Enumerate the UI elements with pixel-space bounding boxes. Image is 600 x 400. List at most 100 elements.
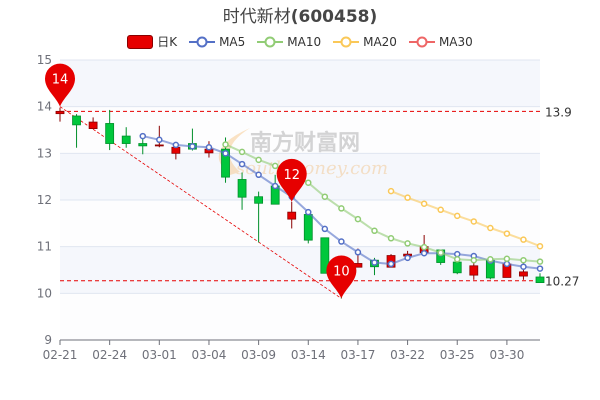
- candle: [287, 201, 297, 229]
- candle: [386, 254, 396, 268]
- watermark-en: southmoney.com: [236, 158, 388, 179]
- trend-line: [59, 106, 342, 299]
- ma-point: [470, 218, 478, 225]
- candle: [138, 138, 148, 155]
- candle-body: [287, 211, 297, 220]
- candle-body: [353, 263, 363, 268]
- candle-body: [171, 146, 181, 154]
- y-tick-label: 9: [44, 333, 52, 347]
- candle: [485, 259, 495, 280]
- grid-band: [60, 153, 540, 200]
- candle-body: [436, 249, 446, 263]
- reference-line-label: 10.27: [545, 275, 579, 289]
- stock-code: (600458): [290, 7, 378, 27]
- ma-point: [271, 162, 279, 170]
- price-marker: 10: [326, 255, 357, 299]
- ma-point: [305, 208, 312, 216]
- x-tick-label: 03-30: [489, 348, 524, 362]
- ma-point: [453, 250, 461, 258]
- candle-body: [154, 144, 164, 147]
- candle-legend-icon: [127, 34, 154, 49]
- x-tick-label: 03-25: [440, 348, 475, 362]
- candle: [419, 235, 429, 255]
- legend-item-ma20[interactable]: MA20: [333, 35, 397, 49]
- ma-point: [139, 132, 147, 140]
- ma-point: [238, 160, 246, 168]
- x-tick-label: 03-09: [241, 348, 276, 362]
- ma-point: [520, 236, 527, 243]
- legend-item-ma10[interactable]: MA10: [257, 35, 321, 49]
- candle-body: [204, 148, 214, 154]
- ma-line-ma10: [225, 143, 541, 263]
- candle: [121, 127, 131, 148]
- ma-point: [420, 200, 428, 207]
- candle: [469, 260, 479, 280]
- candle-body: [419, 246, 429, 254]
- candle-body: [188, 143, 197, 150]
- ma-point: [305, 179, 312, 186]
- ma-point: [189, 143, 196, 150]
- ma-point: [420, 249, 428, 257]
- ma-point: [487, 224, 494, 232]
- ma-point: [354, 249, 362, 256]
- candle-body: [469, 265, 479, 276]
- legend-item-ma30[interactable]: MA30: [408, 34, 473, 49]
- candle-body: [386, 255, 396, 268]
- ma-point: [520, 256, 527, 264]
- candle: [254, 191, 264, 243]
- candle: [403, 250, 412, 261]
- ma-point: [503, 260, 511, 268]
- candle: [221, 137, 230, 183]
- candle-body: [221, 148, 230, 178]
- candle: [452, 261, 462, 275]
- ma-point: [387, 235, 395, 242]
- ma-point: [470, 252, 478, 260]
- legend-label: MA20: [363, 34, 397, 49]
- y-tick-label: 13: [37, 146, 52, 160]
- candle-body: [485, 259, 495, 279]
- y-tick-label: 11: [37, 240, 52, 254]
- candle-body: [237, 179, 247, 198]
- ma-point: [387, 187, 395, 195]
- candle: [188, 128, 197, 151]
- line-legend-icon: [257, 36, 284, 47]
- ma-point: [156, 136, 163, 144]
- ma-point: [222, 141, 229, 148]
- grid-band: [60, 246, 540, 294]
- legend-label: MA30: [438, 34, 473, 49]
- ma-point: [255, 156, 262, 164]
- ma-line-ma5: [142, 135, 541, 270]
- legend-item-dayk[interactable]: 日K: [127, 33, 177, 50]
- legend-item-ma5[interactable]: MA5: [189, 35, 245, 49]
- legend-label: MA5: [219, 34, 246, 49]
- ma-point: [453, 256, 461, 263]
- ma-point: [470, 256, 478, 264]
- marker-pin: [45, 63, 75, 107]
- candle-body: [336, 271, 346, 280]
- marker-pin: [326, 255, 357, 299]
- ma-point: [503, 230, 511, 237]
- candle-body: [138, 143, 148, 147]
- y-tick-label: 14: [37, 100, 52, 114]
- ma-point: [371, 227, 378, 235]
- ma-point: [437, 249, 444, 256]
- line-legend-icon: [408, 36, 435, 47]
- ma-point: [288, 170, 295, 177]
- ma-point: [338, 205, 345, 212]
- candle-body: [403, 253, 412, 257]
- ma-line-ma20: [390, 190, 541, 248]
- ma-point: [503, 255, 511, 263]
- ma-point: [437, 249, 444, 257]
- ma-point: [387, 260, 395, 268]
- candle: [105, 109, 115, 151]
- candle-body: [88, 121, 98, 129]
- ma-point: [222, 150, 229, 157]
- marker-label: 12: [283, 168, 300, 183]
- ma-point: [255, 171, 262, 179]
- candle: [72, 114, 81, 148]
- candle: [204, 141, 214, 158]
- price-marker: 14: [45, 63, 75, 107]
- candle-body: [320, 237, 330, 274]
- candle-body: [535, 276, 545, 283]
